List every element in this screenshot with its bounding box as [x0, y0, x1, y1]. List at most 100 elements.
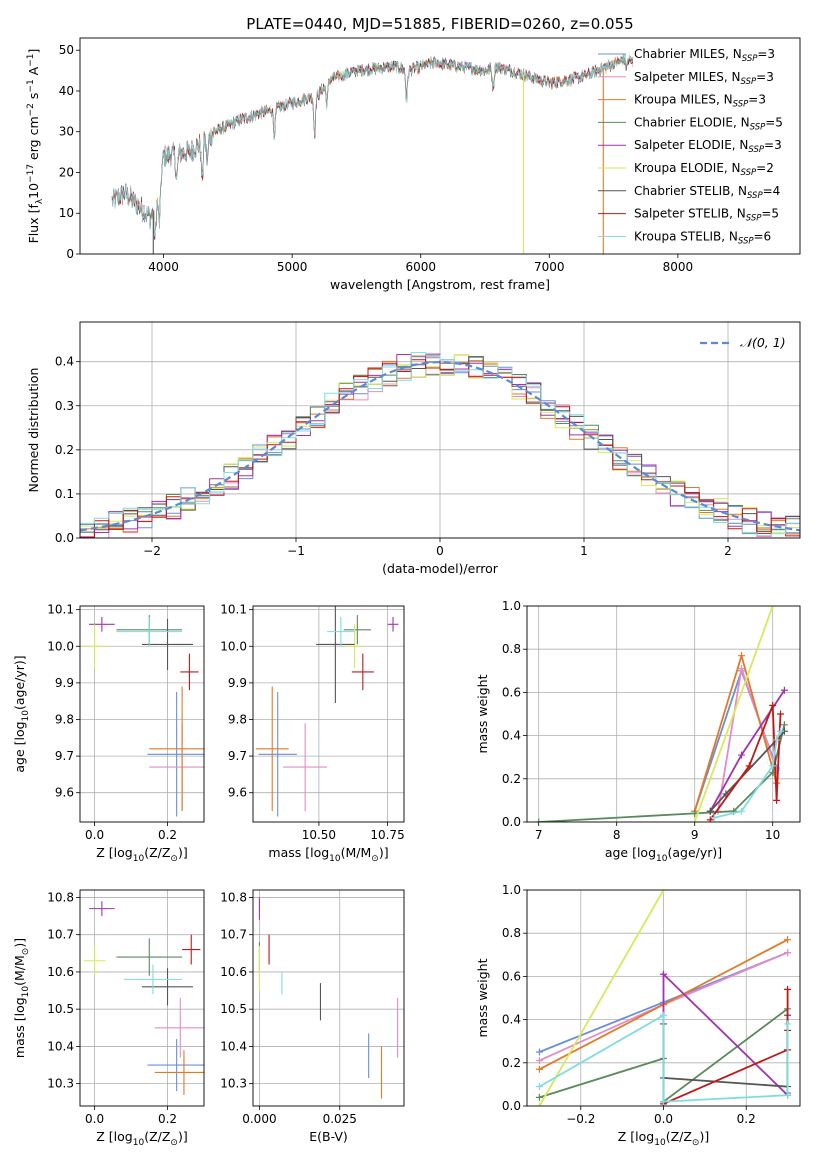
weight-marker [660, 890, 667, 894]
x-tick-label: 10 [765, 828, 780, 842]
x-tick-label: −1 [287, 544, 305, 558]
weight-marker [738, 807, 745, 815]
legend-label: Kroupa ELODIE, NSSP=2 [634, 161, 774, 178]
y-tick-label: 10.7 [220, 928, 247, 942]
plot-area [527, 890, 800, 1106]
y-tick-label: 30 [59, 125, 74, 139]
x-tick-label: 0 [436, 544, 444, 558]
legend-label: Kroupa STELIB, NSSP=6 [634, 229, 771, 246]
figure-title: PLATE=0440, MJD=51885, FIBERID=0260, z=0… [246, 15, 633, 33]
x-tick-label: 8000 [663, 260, 694, 274]
legend-label: Salpeter STELIB, NSSP=5 [634, 207, 779, 224]
panel-age-vs-mass: 10.50 10.75 9.6 9.7 9.8 9.9 10.0 10.1 mass [log1… [220, 603, 404, 864]
errorbar-point [116, 938, 183, 976]
y-axis-label: Flux [fλ10−17 erg cm−2 s−1 A−1] [26, 49, 45, 244]
errorbar-point [255, 686, 289, 812]
errorbar-point [343, 615, 372, 645]
weight-marker [784, 949, 792, 957]
errorbar-point [182, 934, 201, 965]
x-tick-label: 8 [613, 828, 621, 842]
y-tick-label: 0 [66, 247, 74, 261]
legend-label: Chabrier MILES, NSSP=3 [634, 47, 775, 64]
weight-marker [773, 796, 781, 804]
y-tick-label: 0.0 [502, 1099, 521, 1113]
weight-marker [660, 1098, 667, 1106]
y-tick-label: 0.4 [502, 1013, 521, 1027]
errorbar-point [116, 616, 183, 647]
y-tick-label: 0.2 [502, 772, 521, 786]
weight-marker [706, 816, 714, 822]
y-tick-label: 1.0 [502, 883, 521, 897]
y-tick-label: 10.3 [47, 1077, 74, 1091]
x-tick-label: −0.2 [566, 1112, 595, 1126]
errorbar-point [89, 901, 115, 917]
weight-marker [660, 1011, 667, 1019]
plot-area [80, 322, 800, 538]
errorbar-point [89, 616, 115, 632]
y-tick-label: 10 [59, 206, 74, 220]
plot-area [253, 890, 404, 1106]
weight-marker [535, 1065, 543, 1073]
weight-marker [784, 985, 792, 993]
errorbar-point [142, 968, 194, 1006]
y-tick-label: 0.6 [502, 685, 521, 699]
y-tick-label: 0.1 [55, 487, 74, 501]
plot-area [80, 890, 204, 1106]
x-tick-label: 0.2 [158, 1112, 177, 1126]
weight-marker [784, 1091, 792, 1099]
errorbar-point [346, 624, 363, 669]
weight-marker [780, 686, 788, 694]
legend: Chabrier MILES, NSSP=3 Salpeter MILES, NS… [598, 47, 783, 246]
y-tick-label: 9.7 [55, 749, 74, 763]
weight-marker [706, 807, 714, 815]
y-tick-label: 10.1 [47, 603, 74, 617]
errorbar-point [149, 686, 204, 812]
panel-mass-vs-Z: 0.0 0.2 10.3 10.4 10.5 10.6 10.7 10.8 Z [log10(Z… [12, 889, 205, 1148]
weight-line [693, 606, 774, 822]
y-tick-label: 0.0 [502, 815, 521, 829]
weight-line [663, 989, 789, 1105]
axes-frame [526, 605, 801, 823]
x-tick-label: 4000 [148, 260, 179, 274]
weight-line [538, 890, 665, 1106]
weight-marker [710, 814, 718, 822]
legend-label: Kroupa MILES, NSSP=3 [634, 93, 766, 110]
weight-marker [535, 1057, 543, 1065]
weight-marker [769, 701, 777, 709]
x-tick-label: 0.0 [85, 828, 104, 842]
x-tick-label: 6000 [405, 260, 436, 274]
errorbar-point [147, 1038, 204, 1092]
weight-marker [691, 818, 699, 822]
x-tick-label: 1 [580, 544, 588, 558]
weight-marker [784, 936, 792, 944]
x-tick-label: 0.0 [85, 1112, 104, 1126]
plot-area [253, 606, 404, 822]
errorbar-point [316, 606, 355, 704]
x-tick-label: 10.50 [302, 828, 336, 842]
panel-weight-vs-Z: −0.2 0.0 0.2 0.0 0.2 0.4 0.6 0.8 1.0 Z [log10(Z/Z… [475, 883, 801, 1148]
x-axis-label: age [log10(age/yr)] [605, 845, 722, 864]
weight-marker [745, 762, 753, 770]
x-tick-label: 0.025 [323, 1112, 357, 1126]
x-tick-label: −2 [143, 544, 161, 558]
x-tick-label: 2 [724, 544, 732, 558]
y-tick-label: 10.0 [220, 639, 247, 653]
weight-marker [535, 1048, 543, 1056]
plot-area [80, 606, 204, 822]
errorbar-point [142, 618, 194, 671]
errorbar-point [283, 723, 328, 812]
legend-label: Chabrier ELODIE, NSSP=5 [634, 115, 783, 132]
axes-frame [252, 889, 405, 1107]
x-tick-label: 0.2 [158, 828, 177, 842]
y-tick-label: 40 [59, 84, 74, 98]
y-tick-label: 10.5 [47, 1002, 74, 1016]
y-tick-label: 0.0 [55, 531, 74, 545]
weight-line [717, 668, 778, 812]
y-tick-label: 0.2 [55, 443, 74, 457]
axes-frame [79, 37, 801, 255]
y-tick-label: 10.0 [47, 639, 74, 653]
panel-residuals: −2 −1 0 1 2 0.0 0.1 0.2 0.3 0.4 (data-model)/error… [26, 321, 801, 576]
x-tick-label: 7000 [534, 260, 565, 274]
weight-marker [535, 818, 543, 822]
axes-frame [79, 889, 205, 1107]
